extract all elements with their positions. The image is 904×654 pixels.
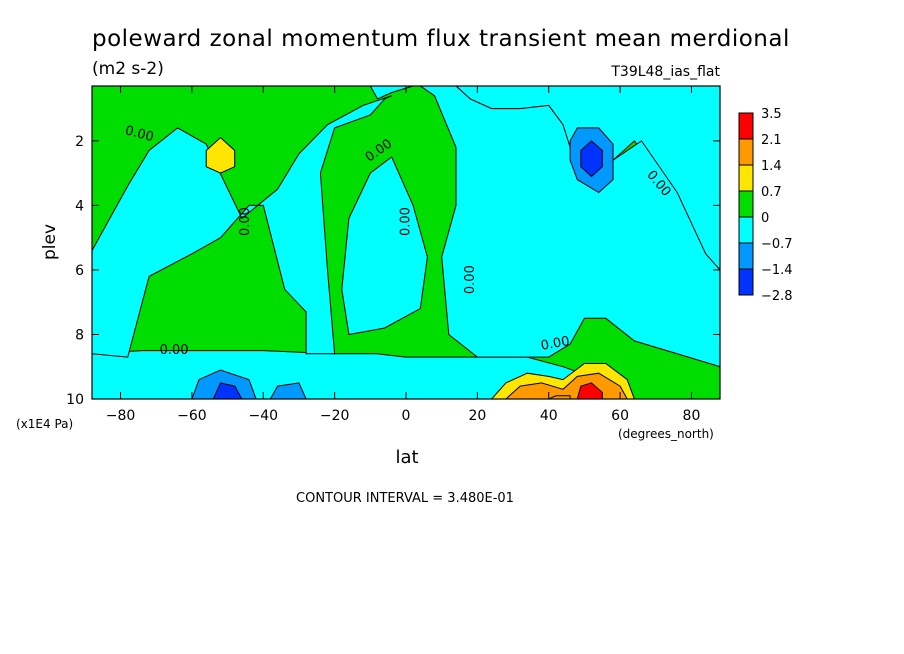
x-tick-label: −20 <box>320 408 350 424</box>
contour-label: 0.00 <box>123 123 155 145</box>
x-tick-label: 20 <box>468 408 486 424</box>
x-tick-label: 40 <box>540 408 558 424</box>
colorbar-label: −1.4 <box>761 263 793 278</box>
x-tick-label: −80 <box>106 408 136 424</box>
x-tick-label: 0 <box>402 408 411 424</box>
contour-label: 0.00 <box>160 343 189 358</box>
y-axis-units: (x1E4 Pa) <box>16 417 73 431</box>
colorbar-label: 2.1 <box>761 133 782 148</box>
contour-label: 0.00 <box>238 207 253 236</box>
x-axis-units: (degrees_north) <box>618 427 714 441</box>
run-label: T39L48_ias_flat <box>610 64 720 80</box>
x-tick-label: −60 <box>177 408 207 424</box>
field-low-region <box>269 382 307 399</box>
contour-label: 0.00 <box>540 334 571 354</box>
x-tick-label: 80 <box>683 408 701 424</box>
colorbar-label: −2.8 <box>761 289 793 304</box>
y-tick-label: 10 <box>66 392 84 408</box>
contour-label: 0.00 <box>463 265 478 294</box>
y-tick-label: 8 <box>75 327 84 343</box>
colorbar-label: 0 <box>761 211 769 226</box>
colorbar-swatch <box>738 112 754 140</box>
field-strong-high-region <box>548 395 571 399</box>
field-negative-region <box>341 156 428 336</box>
colorbar-swatch <box>738 216 754 244</box>
x-tick-label: −40 <box>248 408 278 424</box>
field-strong-low-region <box>212 382 243 399</box>
colorbar-label: −0.7 <box>761 237 793 252</box>
colorbar-swatch <box>738 190 754 218</box>
colorbar: 3.5 2.1 1.4 0.7 0 −0.7 −1.4 −2.8 <box>738 107 793 304</box>
x-axis-label: lat <box>395 447 418 468</box>
y-axis-label: plev <box>40 224 60 260</box>
colorbar-swatch <box>738 164 754 192</box>
y-axis: 2 4 6 8 10 <box>66 134 720 408</box>
y-tick-label: 6 <box>75 263 84 279</box>
y-tick-label: 2 <box>75 134 84 150</box>
colorbar-label: 3.5 <box>761 107 782 122</box>
colorbar-label: 1.4 <box>761 159 782 174</box>
field-negative-region <box>92 95 392 358</box>
x-axis: −80 −60 −40 −20 0 20 40 60 80 <box>106 86 701 424</box>
field-strong-low-region <box>580 140 603 178</box>
field-max-region <box>576 382 603 399</box>
colorbar-label: 0.7 <box>761 185 782 200</box>
contour-label: 0.00 <box>399 207 414 236</box>
colorbar-swatch <box>738 268 754 296</box>
chart-title: poleward zonal momentum flux transient m… <box>92 26 790 52</box>
colorbar-swatch <box>738 242 754 270</box>
field-negative-region <box>419 86 720 368</box>
chart-units: (m2 s-2) <box>92 59 164 79</box>
contour-interval: CONTOUR INTERVAL = 3.480E-01 <box>296 491 514 506</box>
field-high-region <box>205 136 236 174</box>
colorbar-swatch <box>738 138 754 166</box>
x-tick-label: 60 <box>611 408 629 424</box>
y-tick-label: 4 <box>75 198 84 214</box>
plot-area <box>92 86 720 399</box>
